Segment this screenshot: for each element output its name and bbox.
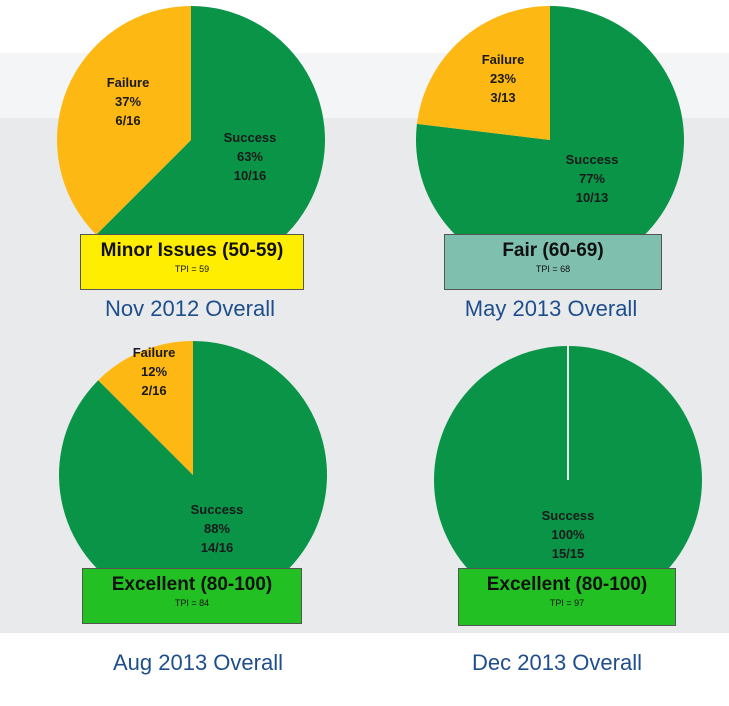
- failure-label-pct: 12%: [140, 364, 168, 379]
- success-slice-label: Success 63% 10/16: [224, 128, 277, 185]
- success-label-name: Success: [190, 502, 244, 517]
- background-band-bottom: [0, 633, 729, 706]
- failure-slice-label: Failure 23% 3/13: [482, 50, 525, 107]
- chart-caption: Dec 2013 Overall: [472, 650, 642, 675]
- chart-caption: Aug 2013 Overall: [113, 650, 283, 675]
- chart-caption: May 2013 Overall: [464, 296, 638, 321]
- rating-box: Fair (60-69) TPI = 68: [444, 234, 662, 290]
- failure-label-name: Failure: [106, 75, 150, 90]
- failure-slice: [57, 6, 192, 235]
- rating-box: Excellent (80-100) TPI = 97: [458, 568, 676, 626]
- success-slice-label: Success 88% 14/16: [191, 500, 244, 557]
- success-slice: [96, 6, 326, 274]
- pie-chart: [58, 341, 327, 609]
- success-label-pct: 77%: [578, 171, 606, 186]
- pie-chart: [57, 6, 326, 274]
- failure-label-frac: 6/16: [115, 113, 141, 128]
- tpi-value: TPI = 68: [535, 264, 571, 274]
- failure-label-name: Failure: [132, 345, 176, 360]
- failure-label-pct: 23%: [489, 71, 517, 86]
- rating-label: Excellent (80-100): [486, 574, 648, 595]
- success-label-frac: 14/16: [200, 540, 234, 555]
- success-slice-label: Success 100% 15/15: [542, 506, 595, 563]
- pie-chart: [434, 346, 702, 614]
- success-label-pct: 88%: [203, 521, 231, 536]
- success-label-frac: 10/16: [233, 168, 267, 183]
- pie-chart: [416, 6, 684, 274]
- tpi-value: TPI = 59: [174, 264, 210, 274]
- success-label-name: Success: [541, 508, 595, 523]
- failure-label-pct: 37%: [114, 94, 142, 109]
- success-label-frac: 15/15: [551, 546, 585, 561]
- success-label-name: Success: [223, 130, 277, 145]
- failure-label-frac: 3/13: [490, 90, 516, 105]
- rating-box: Minor Issues (50-59) TPI = 59: [80, 234, 304, 290]
- rating-label: Excellent (80-100): [111, 574, 273, 595]
- failure-slice-label: Failure 37% 6/16: [107, 73, 150, 130]
- success-label-frac: 10/13: [575, 190, 609, 205]
- failure-label-name: Failure: [481, 52, 525, 67]
- rating-label: Fair (60-69): [502, 240, 604, 261]
- failure-label-frac: 2/16: [141, 383, 167, 398]
- tpi-value: TPI = 84: [174, 598, 210, 608]
- failure-slice: [416, 6, 550, 140]
- success-label-pct: 63%: [236, 149, 264, 164]
- success-label-pct: 100%: [551, 527, 585, 542]
- success-label-name: Success: [565, 152, 619, 167]
- tpi-value: TPI = 97: [549, 598, 585, 608]
- failure-slice-label: Failure 12% 2/16: [133, 343, 176, 400]
- chart-caption: Nov 2012 Overall: [105, 296, 275, 321]
- rating-label: Minor Issues (50-59): [100, 240, 284, 261]
- success-slice-label: Success 77% 10/13: [566, 150, 619, 207]
- failure-slice: [98, 341, 193, 475]
- rating-box: Excellent (80-100) TPI = 84: [82, 568, 302, 624]
